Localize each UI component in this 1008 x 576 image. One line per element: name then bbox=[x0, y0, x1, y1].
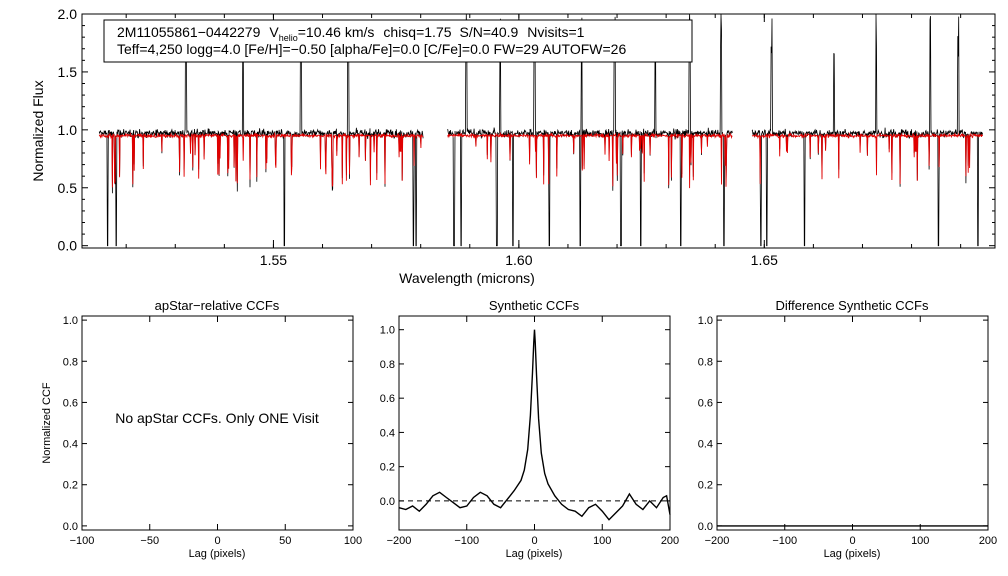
ccf-x-tick-label: 100 bbox=[344, 535, 362, 547]
spectrum-y-label: Normalized Flux bbox=[30, 80, 46, 181]
ccf-x-tick-label: 100 bbox=[911, 535, 929, 547]
vhelio-prefix: V bbox=[269, 24, 279, 40]
ccf-y-tick-label: 0.0 bbox=[63, 521, 78, 533]
chisq-value: chisq=1.75 bbox=[383, 24, 451, 40]
sn-value: S/N=40.9 bbox=[460, 24, 519, 40]
ccf-y-tick-label: 1.0 bbox=[380, 325, 395, 337]
apstar-ccf-title: apStar−relative CCFs bbox=[155, 298, 280, 313]
synthetic-ccf-x-label: Lag (pixels) bbox=[506, 548, 563, 560]
spectrum-x-tick-label: 1.60 bbox=[505, 252, 532, 268]
ccf-x-tick-label: 200 bbox=[979, 535, 997, 547]
ccf-x-tick-label: −200 bbox=[705, 535, 730, 547]
vhelio-subscript: helio bbox=[279, 33, 298, 43]
apstar-ccf-ticks: 0.0 0.2 0.4 0.6 0.8 1.0 −100 −50 0 50 100 bbox=[63, 315, 362, 547]
spectrum-panel: 0.0 0.5 1.0 1.5 2.0 1.55 1.60 1.65 Wavelength … bbox=[30, 6, 996, 286]
ccf-y-tick-label: 0.6 bbox=[698, 397, 713, 409]
ccf-y-tick-label: 0.0 bbox=[698, 521, 713, 533]
vhelio-value: =10.46 km/s bbox=[298, 24, 375, 40]
apstar-ccf-panel: 0.0 0.2 0.4 0.6 0.8 1.0 −100 −50 0 50 100 apStar−r… bbox=[41, 298, 362, 560]
ccf-y-tick-label: 0.6 bbox=[380, 393, 395, 405]
spectrum-y-tick-label: 1.5 bbox=[58, 64, 78, 80]
difference-ccf-ticks: 0.0 0.2 0.4 0.6 0.8 1.0 −200 −100 0 100 200 bbox=[698, 315, 997, 547]
synthetic-ccf-ticks: 0.0 0.2 0.4 0.6 0.8 1.0 −200 −100 0 100 200 bbox=[380, 316, 679, 547]
spectrum-y-ticks: 0.0 0.5 1.0 1.5 2.0 bbox=[58, 6, 995, 254]
synthetic-spectrum-line bbox=[447, 132, 733, 189]
spectrum-frame bbox=[81, 13, 996, 249]
ccf-x-tick-label: 100 bbox=[593, 535, 611, 547]
annotation-box: 2M11055861−0442279 Vhelio=10.46 km/s chisq… bbox=[103, 19, 693, 63]
apstar-ccf-message: No apStar CCFs. Only ONE Visit bbox=[115, 410, 319, 426]
ccf-y-tick-label: 1.0 bbox=[698, 315, 713, 327]
synthetic-ccf-curve bbox=[398, 329, 671, 521]
ccf-x-tick-label: 0 bbox=[849, 535, 855, 547]
ccf-y-tick-label: 0.8 bbox=[380, 359, 395, 371]
ccf-x-tick-label: 50 bbox=[279, 535, 291, 547]
ccf-y-tick-label: 0.2 bbox=[698, 480, 713, 492]
object-id: 2M11055861−0442279 bbox=[117, 24, 261, 40]
spectrum-y-tick-label: 0.0 bbox=[58, 238, 78, 254]
spectrum-y-tick-label: 1.0 bbox=[58, 122, 78, 138]
ccf-x-tick-label: −50 bbox=[140, 535, 159, 547]
ccf-y-tick-label: 0.4 bbox=[380, 427, 395, 439]
synthetic-ccf-lines bbox=[398, 329, 671, 521]
ccf-y-tick-label: 0.4 bbox=[63, 439, 78, 451]
ccf-x-tick-label: −100 bbox=[70, 535, 95, 547]
difference-ccf-panel: 0.0 0.2 0.4 0.6 0.8 1.0 −200 −100 0 100 200 Differ… bbox=[698, 298, 997, 560]
ccf-y-tick-label: 0.8 bbox=[698, 356, 713, 368]
spectrum-x-tick-label: 1.65 bbox=[751, 252, 778, 268]
synthetic-spectrum-line bbox=[98, 131, 424, 188]
spectrum-x-ticks: 1.55 1.60 1.65 bbox=[125, 14, 962, 268]
synthetic-ccf-panel: 0.0 0.2 0.4 0.6 0.8 1.0 −200 −100 0 100 200 Synthe… bbox=[380, 298, 679, 560]
ccf-x-tick-label: 200 bbox=[661, 535, 679, 547]
difference-ccf-x-label: Lag (pixels) bbox=[824, 548, 881, 560]
spectrum-x-label: Wavelength (microns) bbox=[399, 270, 535, 286]
spectrum-y-tick-label: 0.5 bbox=[58, 180, 78, 196]
difference-ccf-title: Difference Synthetic CCFs bbox=[776, 298, 929, 313]
observed-spectrum-line bbox=[447, 13, 733, 247]
ccf-y-tick-label: 0.2 bbox=[380, 462, 395, 474]
spectrum-y-tick-label: 2.0 bbox=[58, 6, 78, 22]
spectrum-lines bbox=[98, 13, 984, 247]
apstar-ccf-y-label: Normalized CCF bbox=[41, 382, 53, 464]
ccf-y-tick-label: 0.2 bbox=[63, 480, 78, 492]
ccf-y-tick-label: 0.6 bbox=[63, 397, 78, 409]
annotation-frame bbox=[103, 19, 693, 63]
ccf-x-tick-label: −100 bbox=[454, 535, 479, 547]
ccf-y-tick-label: 0.8 bbox=[63, 356, 78, 368]
apstar-ccf-x-label: Lag (pixels) bbox=[189, 548, 246, 560]
ccf-x-tick-label: −200 bbox=[387, 535, 412, 547]
annotation-line-2: Teff=4,250 logg=4.0 [Fe/H]=−0.50 [alpha/… bbox=[117, 41, 626, 57]
ccf-y-tick-label: 1.0 bbox=[63, 315, 78, 327]
synthetic-ccf-title: Synthetic CCFs bbox=[489, 298, 580, 313]
ccf-x-tick-label: 0 bbox=[531, 535, 537, 547]
ccf-x-tick-label: −100 bbox=[772, 535, 797, 547]
spectrum-x-tick-label: 1.55 bbox=[260, 252, 287, 268]
ccf-x-tick-label: 0 bbox=[214, 535, 220, 547]
ccf-y-tick-label: 0.0 bbox=[380, 496, 395, 508]
ccf-y-tick-label: 0.4 bbox=[698, 439, 713, 451]
synthetic-spectrum-line bbox=[751, 132, 984, 185]
annotation-line-1: 2M11055861−0442279 Vhelio=10.46 km/s chisq… bbox=[117, 24, 585, 43]
nvisits-value: Nvisits=1 bbox=[527, 24, 584, 40]
